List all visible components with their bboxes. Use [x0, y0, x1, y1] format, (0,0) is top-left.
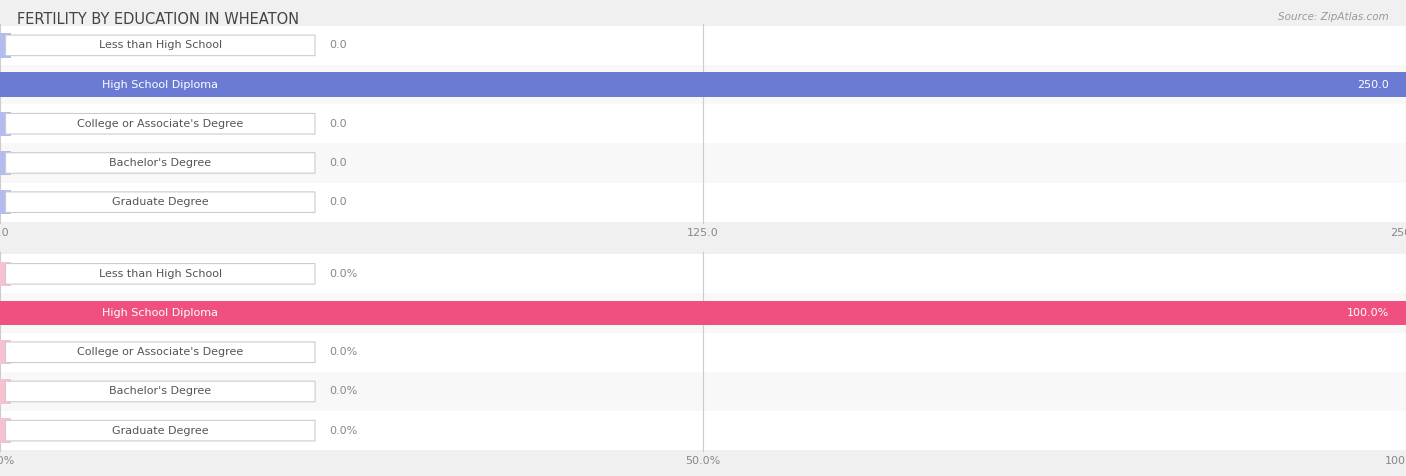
Text: High School Diploma: High School Diploma: [103, 308, 218, 318]
Text: Bachelor's Degree: Bachelor's Degree: [110, 158, 211, 168]
FancyBboxPatch shape: [6, 192, 315, 212]
Text: College or Associate's Degree: College or Associate's Degree: [77, 347, 243, 357]
FancyBboxPatch shape: [0, 254, 1406, 293]
Bar: [0, 301, 1406, 325]
Text: 0.0: 0.0: [329, 197, 347, 207]
Text: 0.0%: 0.0%: [329, 269, 357, 279]
Text: FERTILITY BY EDUCATION IN WHEATON: FERTILITY BY EDUCATION IN WHEATON: [17, 12, 299, 27]
FancyBboxPatch shape: [6, 35, 315, 56]
FancyBboxPatch shape: [6, 264, 315, 284]
Text: 0.0%: 0.0%: [329, 347, 357, 357]
Bar: [0, 33, 11, 58]
Text: 0.0: 0.0: [329, 40, 347, 50]
Text: College or Associate's Degree: College or Associate's Degree: [77, 119, 243, 129]
Text: 0.0: 0.0: [329, 158, 347, 168]
Text: 250.0: 250.0: [1357, 79, 1389, 89]
FancyBboxPatch shape: [0, 333, 1406, 372]
Text: Source: ZipAtlas.com: Source: ZipAtlas.com: [1278, 12, 1389, 22]
Bar: [0, 418, 11, 443]
Bar: [0, 379, 11, 404]
FancyBboxPatch shape: [6, 153, 315, 173]
Text: 0.0%: 0.0%: [329, 426, 357, 436]
Text: Bachelor's Degree: Bachelor's Degree: [110, 387, 211, 397]
FancyBboxPatch shape: [6, 381, 315, 402]
Bar: [0, 111, 11, 136]
Bar: [0, 151, 11, 175]
Text: 0.0%: 0.0%: [329, 387, 357, 397]
Text: Graduate Degree: Graduate Degree: [112, 426, 208, 436]
Text: High School Diploma: High School Diploma: [103, 79, 218, 89]
FancyBboxPatch shape: [6, 303, 315, 323]
FancyBboxPatch shape: [0, 372, 1406, 411]
Bar: [0, 262, 11, 286]
FancyBboxPatch shape: [0, 65, 1406, 104]
FancyBboxPatch shape: [6, 342, 315, 363]
Bar: [0, 72, 1406, 97]
Text: 0.0: 0.0: [329, 119, 347, 129]
FancyBboxPatch shape: [0, 183, 1406, 222]
Text: 100.0%: 100.0%: [1347, 308, 1389, 318]
Text: Graduate Degree: Graduate Degree: [112, 197, 208, 207]
FancyBboxPatch shape: [0, 293, 1406, 333]
FancyBboxPatch shape: [0, 411, 1406, 450]
Bar: [0, 340, 11, 365]
Text: Less than High School: Less than High School: [98, 269, 222, 279]
FancyBboxPatch shape: [6, 113, 315, 134]
FancyBboxPatch shape: [0, 143, 1406, 183]
FancyBboxPatch shape: [6, 74, 315, 95]
FancyBboxPatch shape: [6, 420, 315, 441]
Bar: [0, 190, 11, 214]
Text: Less than High School: Less than High School: [98, 40, 222, 50]
FancyBboxPatch shape: [0, 104, 1406, 143]
FancyBboxPatch shape: [0, 26, 1406, 65]
